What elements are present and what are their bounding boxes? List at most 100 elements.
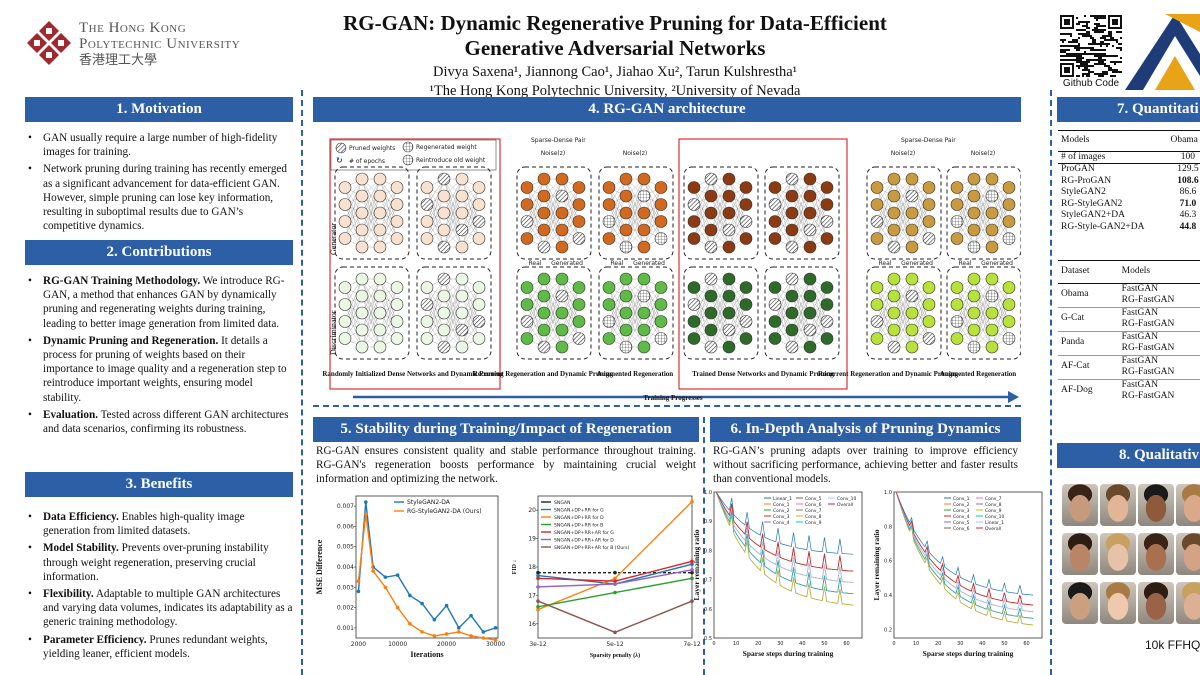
layer-ratio-chart-2: 0.2 0.4 0.6 0.8 1.0 0 10 20 30 40 50 60 Sparse steps… [872, 490, 1043, 658]
neuron-node [950, 332, 964, 345]
neuron-node [922, 198, 936, 211]
x-tick-label: 50 [1001, 641, 1007, 647]
table-header-row: ModelsObamaG- [1058, 130, 1200, 151]
neuron-node [654, 281, 668, 294]
neuron-node [472, 181, 486, 194]
qr-code-icon [1060, 15, 1122, 77]
neuron-node [637, 223, 651, 237]
legend-entry: Conv_8 [805, 514, 822, 520]
face-samples-grid [1058, 484, 1200, 634]
neuron-node [687, 298, 701, 311]
neuron-node [373, 323, 387, 337]
neuron-node [355, 306, 369, 320]
neuron-node [967, 323, 981, 337]
neuron-node [420, 198, 434, 211]
neuron-node [820, 298, 834, 311]
university-logo: The Hong Kong Polytechnic University 香港理… [25, 17, 295, 72]
progress-label: Training Progresses [643, 394, 703, 402]
pruning-analysis-heading: 6. In-Depth Analysis of Pruning Dynamics [710, 417, 1021, 442]
neuron-node [905, 172, 919, 186]
data-point [613, 590, 617, 595]
y-tick-label: 0.002 [337, 605, 354, 612]
contributions-heading: 2. Contributions [25, 240, 293, 265]
neuron-node [985, 223, 999, 237]
neuron-node [619, 272, 633, 286]
neuron-node [338, 332, 352, 345]
github-qr-code[interactable] [1060, 15, 1122, 77]
university-name-chinese: 香港理工大學 [79, 52, 158, 67]
neuron-node [437, 172, 451, 186]
neuron-node [472, 198, 486, 211]
neuron-node [768, 181, 782, 194]
neuron-node [472, 232, 486, 245]
neuron-node [905, 289, 919, 303]
neuron-node [950, 181, 964, 194]
neuron-node [373, 172, 387, 186]
neuron-node [619, 306, 633, 320]
stability-text: RG-GAN ensures consistent quality and st… [316, 445, 696, 485]
y-axis-label: MSE Difference [315, 539, 324, 594]
generated-face-image [1062, 533, 1098, 575]
neuron-node [455, 272, 469, 286]
neuron-node [687, 198, 701, 211]
y-tick-label: 0.9 [704, 519, 712, 525]
neuron-node [455, 340, 469, 354]
table-cell: G-Cat [1061, 313, 1085, 324]
neuron-node [687, 181, 701, 194]
gen-network-box [764, 166, 840, 260]
x-tick-label: 10000 [388, 641, 407, 648]
legend-entry: Conv_2 [773, 508, 790, 514]
neuron-node [870, 298, 884, 311]
table-row: AF-Cat FastGAN RG-FastGAN [1058, 355, 1200, 379]
neuron-node [1002, 298, 1016, 311]
neuron-node [870, 181, 884, 194]
neuron-node [887, 306, 901, 320]
data-point [457, 630, 461, 634]
neuron-node [687, 281, 701, 294]
neuron-node [967, 306, 981, 320]
caption-stage-3: Augmented Regeneration [597, 370, 674, 378]
neuron-node [803, 189, 817, 203]
neuron-node [985, 272, 999, 286]
table-cell: ProGAN [1061, 164, 1095, 174]
neuron-node [555, 306, 569, 320]
neuron-node [520, 232, 534, 245]
disc-network-box [764, 266, 840, 360]
disc-network-box [334, 266, 410, 360]
table-row: G-Cat FastGAN RG-FastGAN [1058, 307, 1200, 331]
neuron-node [739, 298, 753, 311]
data-point [493, 626, 498, 630]
table-cell: StyleGAN2+DA [1061, 210, 1125, 220]
table-cell: 71.0 [1179, 198, 1197, 209]
benefit-item: Model Stability. Prevents over-pruning i… [25, 541, 293, 584]
neuron-node [373, 206, 387, 220]
neuron-node [572, 315, 586, 328]
neuron-node [785, 172, 799, 186]
neuron-node [355, 189, 369, 203]
table-cell: 129.5 [1177, 164, 1199, 174]
results-table-1: ModelsObamaG-# of images10016ProGAN129.5… [1058, 130, 1200, 250]
neuron-node [520, 332, 534, 345]
neuron-node [373, 340, 387, 354]
y-tick-label: 1.0 [704, 490, 712, 496]
poster-title-line1: RG-GAN: Dynamic Regenerative Pruning for… [343, 11, 887, 35]
neuron-node [455, 323, 469, 337]
neuron-node [520, 298, 534, 311]
neuron-node [887, 272, 901, 286]
data-point [690, 562, 694, 566]
neuron-node [905, 240, 919, 254]
neuron-node [637, 289, 651, 303]
neuron-node [887, 206, 901, 220]
neuron-node [390, 198, 404, 211]
table-cell: 108.6 [1177, 175, 1199, 186]
neuron-node [572, 281, 586, 294]
neuron-node [1002, 281, 1016, 294]
legend-entry: Conv_7 [985, 496, 1002, 502]
neuron-node [687, 332, 701, 345]
table-cell: Obama [1061, 289, 1089, 300]
motivation-heading: 1. Motivation [25, 97, 293, 122]
sparse-dense-label-2: Sparse-Dense Pair [901, 137, 956, 144]
generated-face-image [1138, 533, 1174, 575]
neuron-node [572, 181, 586, 194]
neuron-node [390, 215, 404, 228]
